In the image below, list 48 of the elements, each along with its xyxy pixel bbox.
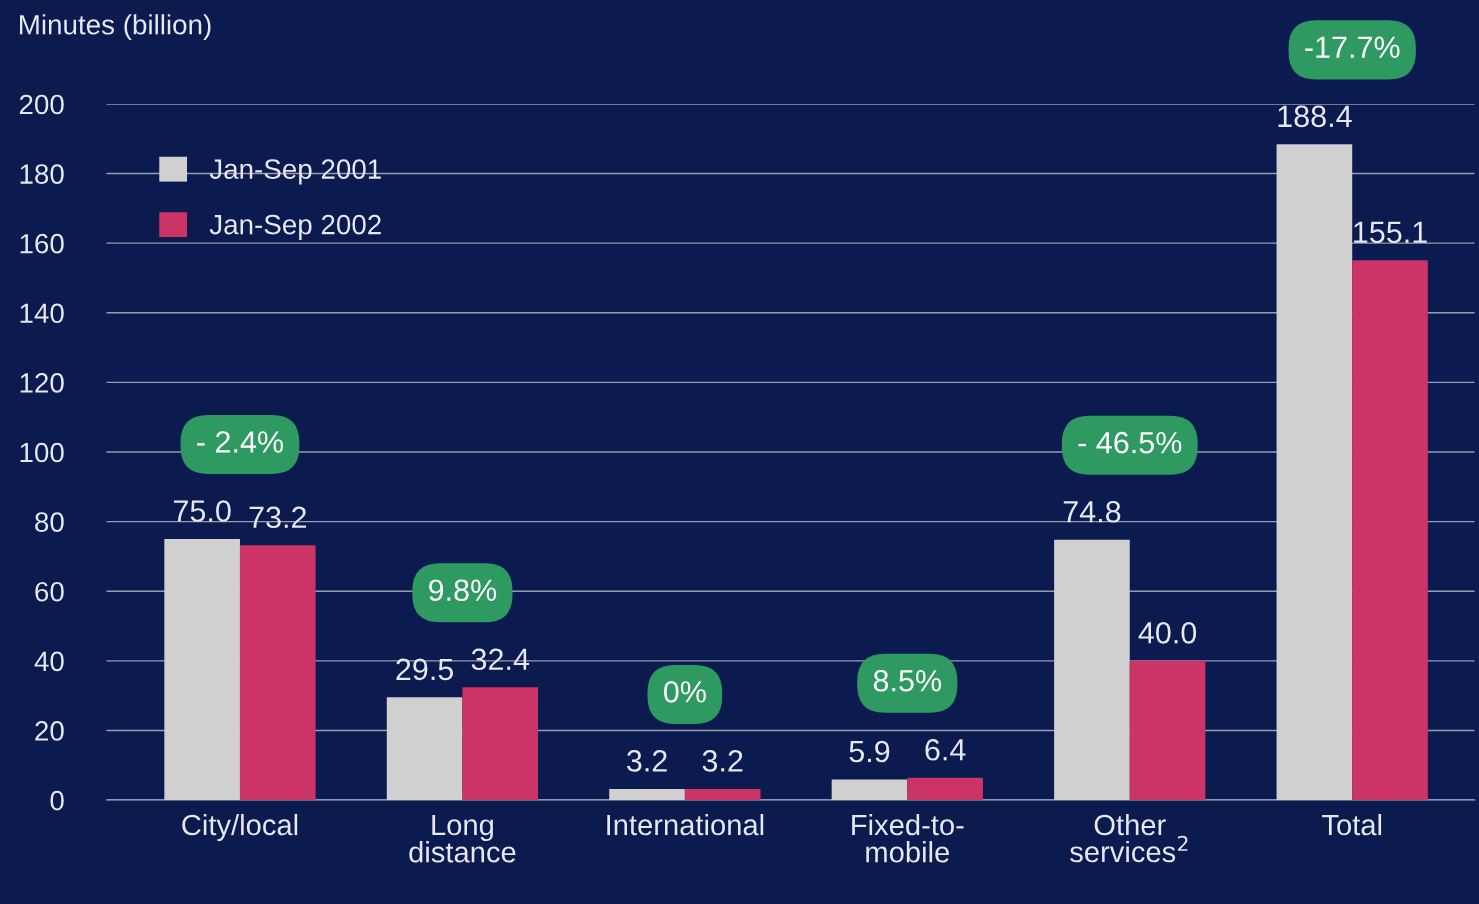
data-label: 75.0	[173, 500, 231, 522]
bar	[462, 687, 539, 801]
data-label: 74.8	[1063, 500, 1121, 523]
bar	[164, 539, 240, 801]
bar	[831, 779, 908, 801]
bar	[609, 788, 685, 801]
y-tick-label: 20	[35, 721, 64, 741]
bar	[907, 777, 983, 801]
y-tick-label: 40	[34, 651, 64, 672]
y-tick-label: 60	[35, 581, 64, 602]
legend-label: Jan-Sep 2002	[209, 214, 381, 240]
bar	[1276, 144, 1353, 801]
data-label: 6.4	[925, 738, 966, 761]
y-tick-label: 0	[50, 790, 64, 811]
bar	[1352, 260, 1428, 801]
data-label: 32.4	[471, 648, 530, 671]
data-label: 155.1	[1354, 221, 1427, 244]
x-tick-label: Other services$^{2}$	[1070, 813, 1188, 863]
y-tick-label: 200	[19, 94, 64, 115]
annotation: - 46.5%	[1078, 431, 1182, 454]
x-tick-label: Long distance	[409, 815, 516, 863]
data-label: 188.4	[1278, 105, 1352, 128]
x-tick-label: International	[607, 813, 764, 836]
annotation: 0%	[663, 681, 706, 703]
y-tick-label: 180	[20, 164, 64, 184]
data-label: 29.5	[396, 658, 454, 681]
y-axis-title: Minutes (billion)	[20, 14, 211, 41]
bar	[239, 545, 316, 801]
y-tick-label: 140	[20, 303, 64, 324]
annotation: 9.8%	[429, 579, 497, 602]
y-tick-label: 80	[35, 512, 64, 532]
y-tick-label: 120	[20, 373, 64, 393]
x-tick-label: City/local	[182, 813, 298, 842]
annotation: 8.5%	[873, 669, 942, 692]
bar	[386, 697, 463, 801]
bar	[1054, 539, 1130, 801]
data-label: 5.9	[849, 740, 890, 763]
annotation: - 2.4%	[197, 431, 284, 453]
data-label: 3.2	[702, 750, 743, 772]
x-tick-label: Fixed-to- mobile	[852, 813, 964, 863]
bar	[1129, 660, 1206, 801]
y-tick-label: 160	[20, 233, 64, 254]
data-label: 3.2	[626, 750, 667, 772]
y-tick-label: 100	[20, 442, 64, 463]
x-tick-label: Total	[1322, 813, 1382, 836]
bar	[684, 788, 761, 801]
text: -17.7%	[1305, 36, 1400, 58]
data-label: 40.0	[1138, 622, 1197, 644]
